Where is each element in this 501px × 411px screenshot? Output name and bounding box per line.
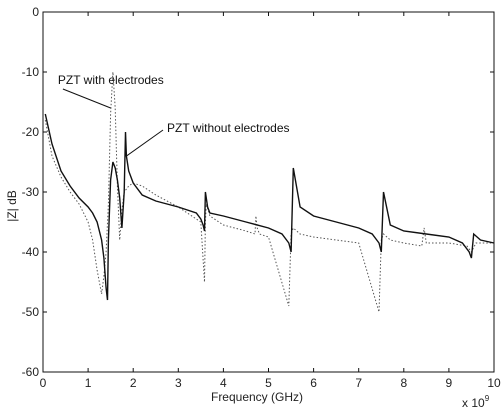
y-tick-label: -30 bbox=[22, 185, 40, 199]
x-tick-label: 7 bbox=[355, 376, 362, 390]
x-tick-label: 3 bbox=[175, 376, 182, 390]
x-tick-label: 8 bbox=[400, 376, 407, 390]
y-tick-label: 0 bbox=[32, 5, 39, 19]
y-tick-label: -20 bbox=[22, 125, 40, 139]
annotations: PZT with electrodes PZT without electrode… bbox=[58, 73, 290, 157]
axis-ticks: 0 1 2 3 4 5 6 7 8 9 10 0 -10 -20 -30 -40 -50 -60 bbox=[22, 5, 501, 390]
data-series bbox=[44, 71, 495, 313]
x-tick-label: 4 bbox=[220, 376, 227, 390]
y-tick-label: -10 bbox=[22, 65, 40, 79]
annotation-pointer-2 bbox=[126, 129, 164, 157]
x-tick-label: 9 bbox=[446, 376, 453, 390]
x-exponent-power: 9 bbox=[485, 394, 490, 403]
x-tick-label: 10 bbox=[487, 376, 501, 390]
x-axis-label: Frequency (GHz) bbox=[211, 390, 303, 404]
y-tick-label: -40 bbox=[22, 245, 40, 259]
x-tick-label: 5 bbox=[265, 376, 272, 390]
x-exponent-base: x 10 bbox=[462, 396, 485, 410]
y-tick-label: -50 bbox=[22, 305, 40, 319]
x-tick-label: 0 bbox=[40, 376, 47, 390]
series-line-1 bbox=[44, 71, 494, 313]
series-line-2 bbox=[44, 113, 495, 301]
x-tick-label: 1 bbox=[85, 376, 92, 390]
x-tick-label: 2 bbox=[130, 376, 137, 390]
annotation-label-2: PZT without electrodes bbox=[167, 121, 290, 135]
annotation-label-1: PZT with electrodes bbox=[58, 73, 164, 87]
y-tick-label: -60 bbox=[22, 365, 40, 379]
y-axis-label: |Z| dB bbox=[5, 190, 19, 222]
x-tick-label: 6 bbox=[310, 376, 317, 390]
x-exponent-label: x 109 bbox=[462, 394, 490, 410]
annotation-pointer-1 bbox=[62, 88, 111, 109]
